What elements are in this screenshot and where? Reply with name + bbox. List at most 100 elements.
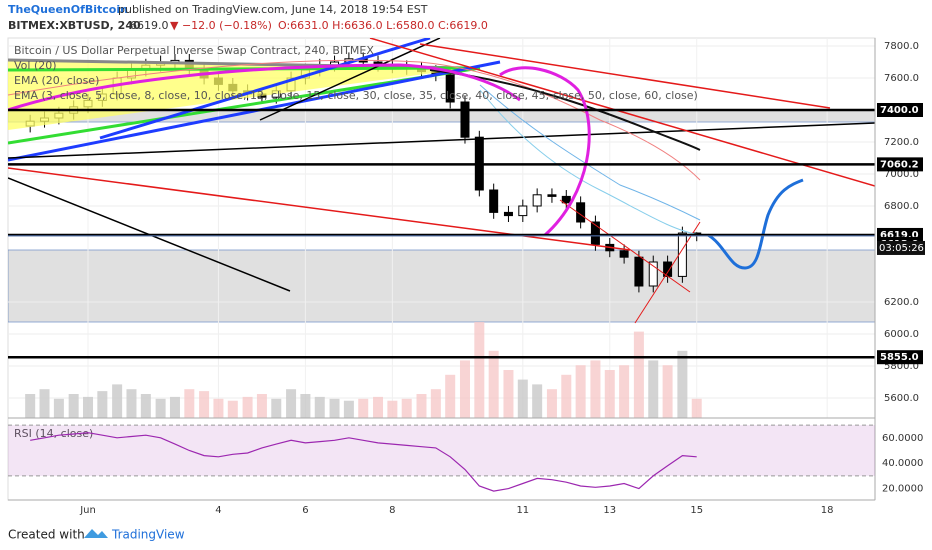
candle-body [445, 74, 455, 103]
volume-bar [590, 360, 601, 418]
candle-body [518, 205, 528, 217]
level-label: 6619.0 [880, 230, 919, 241]
volume-bar [126, 389, 137, 418]
x-tick-label: 4 [215, 505, 221, 516]
ema-ribbon [479, 84, 701, 221]
rsi-band [8, 425, 875, 476]
x-tick-label: 13 [603, 505, 616, 516]
red-line [419, 43, 831, 109]
volume-bar [112, 384, 123, 418]
projection [707, 178, 804, 270]
ema-ribbon [8, 59, 701, 181]
blue-line [99, 38, 431, 140]
footer-created: Created with [8, 528, 85, 542]
volume-bar [314, 396, 325, 418]
x-tick-label: 15 [690, 505, 703, 516]
level-label: 7060.2 [880, 159, 919, 170]
volume-bar [39, 389, 50, 418]
volume-bar [256, 394, 267, 418]
red-line [369, 38, 875, 187]
volume-bar [329, 398, 340, 418]
candle-body [532, 194, 542, 207]
volume-bar [459, 360, 470, 418]
change: ▼ −12.0 (−0.18%) [170, 19, 272, 32]
y-tick-label: 7800.0 [884, 41, 919, 52]
author[interactable]: TheQueenOfBitcoin [8, 3, 128, 16]
ema-ribbon [479, 89, 701, 236]
volume-bar [517, 379, 528, 418]
y-tick-label: 7200.0 [884, 137, 919, 148]
level-label: 5855.0 [880, 352, 919, 363]
volume-bar [677, 350, 688, 418]
countdown-tag [877, 240, 925, 255]
volume-bar [561, 374, 572, 418]
logo [84, 529, 108, 538]
y-tick-label: 7600.0 [884, 73, 919, 84]
published: published on TradingView.com, June 14, 2… [118, 3, 428, 16]
volume-bar [140, 394, 151, 418]
volume-bar [300, 394, 311, 418]
volume-bar [691, 398, 702, 418]
magenta-line [8, 63, 521, 112]
level-tag [877, 350, 923, 365]
volume-bar [474, 322, 485, 418]
rsi-line [30, 432, 697, 492]
volume-bar [169, 396, 180, 418]
candle-body [619, 250, 629, 258]
volume-bar [155, 398, 166, 418]
rsi-tick-label: 60.0000 [882, 433, 923, 444]
volume-bar [445, 374, 456, 418]
volume-bar [286, 389, 297, 418]
volume-bar [648, 360, 659, 418]
green-line [8, 66, 471, 72]
candle-body [561, 195, 571, 204]
volume-bar [373, 396, 384, 418]
volume-bar [575, 365, 586, 418]
volume-bar [619, 365, 630, 418]
volume-bar [68, 394, 79, 418]
legend-ema-multi: EMA (3, close, 5, close, 8, close, 10, c… [14, 89, 698, 102]
volume-bar [199, 391, 210, 418]
y-tick-label: 6000.0 [884, 329, 919, 340]
x-tick-label: 18 [821, 505, 834, 516]
red-line [559, 199, 691, 293]
volume-bar [97, 391, 108, 418]
y-tick-label: 5800.0 [884, 361, 919, 372]
volume-bar [242, 396, 253, 418]
candle-body [677, 232, 687, 277]
volume-bar [662, 365, 673, 418]
rsi-tick-label: 40.0000 [882, 458, 923, 469]
volume-bar [416, 394, 427, 418]
black-line [8, 122, 875, 159]
volume-bar [503, 370, 514, 418]
volume-bar [430, 389, 441, 418]
level-label: 7400.0 [880, 105, 919, 116]
volume-bar [184, 389, 195, 418]
black-line [259, 38, 441, 121]
rsi-tick-label: 20.0000 [882, 484, 923, 495]
legend-rsi: RSI (14, close) [14, 427, 93, 440]
legend-main: Bitcoin / US Dollar Perpetual Inverse Sw… [14, 44, 374, 57]
legend-vol: Vol (20) [14, 59, 57, 72]
y-tick-label: 5600.0 [884, 393, 919, 404]
wedge-line [8, 58, 471, 70]
candle-body [590, 221, 600, 245]
y-tick-label: 7000.0 [884, 169, 919, 180]
volume-bar [401, 398, 412, 418]
volume-bar [53, 398, 64, 418]
level-tag [877, 157, 923, 172]
y-tick-label: 6200.0 [884, 297, 919, 308]
candle-body [460, 101, 470, 138]
volume-bar [83, 396, 94, 418]
zone [8, 249, 875, 323]
candle-body [648, 261, 658, 287]
symbol: BITMEX:XBTUSD, 240 [8, 19, 141, 32]
x-tick-label: Jun [79, 505, 96, 516]
candle-body [634, 256, 644, 287]
candle-body [547, 194, 557, 197]
x-tick-label: 8 [389, 505, 395, 516]
last: 6619.0 [130, 19, 169, 32]
footer-brand[interactable]: TradingView [111, 528, 185, 542]
candle-body [576, 202, 586, 223]
legend-ema: EMA (20, close) [14, 74, 99, 87]
